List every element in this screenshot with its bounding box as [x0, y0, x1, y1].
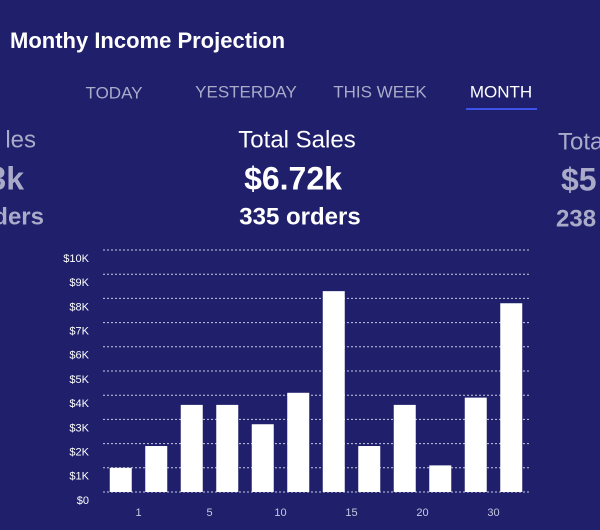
- tab[interactable]: THIS WEEK: [333, 82, 427, 101]
- y-tick-label: $9K: [69, 277, 89, 289]
- bar: [393, 404, 416, 492]
- card-title: Total Sales: [238, 126, 355, 153]
- x-tick-label: 30: [487, 507, 499, 519]
- card-amount: 3k: [0, 160, 24, 196]
- y-tick-label: $5K: [69, 374, 89, 386]
- tab[interactable]: YESTERDAY: [195, 82, 297, 101]
- card-title: les: [5, 126, 36, 153]
- y-tick-label: $6K: [69, 350, 89, 362]
- y-tick-label: $3K: [69, 422, 89, 434]
- y-tick-label: $10K: [63, 253, 89, 265]
- card-amount: $5: [561, 161, 597, 197]
- bar: [322, 291, 345, 492]
- x-tick-label: 1: [135, 507, 141, 519]
- bar: [429, 465, 452, 492]
- card-orders: 238: [556, 205, 596, 232]
- card-orders: 335 orders: [239, 203, 360, 230]
- card-orders: ders: [0, 203, 44, 230]
- bar: [464, 397, 487, 492]
- page-title: Monthy Income Projection: [10, 28, 285, 53]
- y-tick-label: $7K: [69, 326, 89, 338]
- x-tick-label: 15: [345, 507, 357, 519]
- bar: [358, 446, 381, 492]
- y-tick-label: $1K: [69, 471, 89, 483]
- x-tick-label: 5: [206, 507, 212, 519]
- tab-active[interactable]: MONTH: [470, 82, 532, 101]
- bar: [145, 446, 168, 492]
- bar: [287, 392, 310, 492]
- y-tick-label: $2K: [69, 447, 89, 459]
- y-tick-label: $8K: [69, 301, 89, 313]
- bar: [251, 424, 274, 492]
- x-tick-label: 20: [416, 507, 428, 519]
- card-title: Tota: [558, 128, 600, 155]
- bar: [180, 404, 203, 492]
- y-tick-label: $4K: [69, 398, 89, 410]
- y-tick-label: $0: [77, 495, 89, 507]
- bar: [216, 404, 239, 492]
- bar: [109, 467, 132, 492]
- bar: [500, 303, 523, 492]
- tab[interactable]: TODAY: [86, 83, 143, 102]
- card-amount: $6.72k: [244, 160, 342, 196]
- x-tick-label: 10: [274, 507, 286, 519]
